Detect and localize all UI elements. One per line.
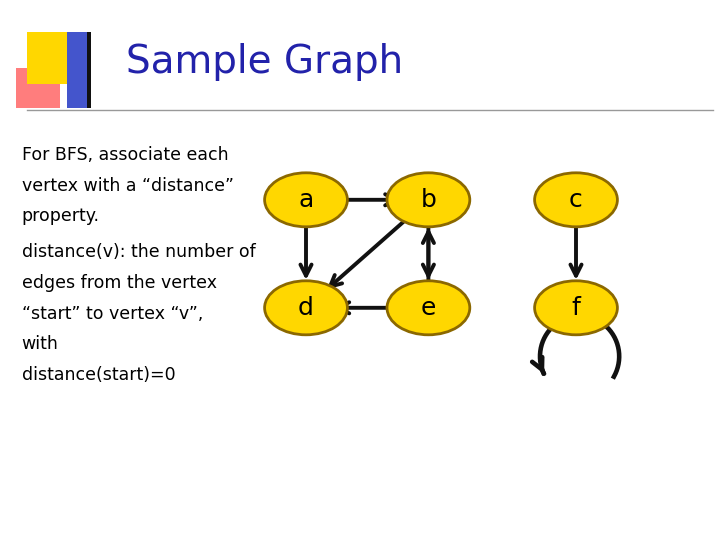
- Text: c: c: [569, 188, 583, 212]
- Ellipse shape: [534, 173, 618, 227]
- Ellipse shape: [387, 281, 469, 335]
- Ellipse shape: [534, 281, 618, 335]
- Ellipse shape: [387, 173, 469, 227]
- FancyBboxPatch shape: [27, 32, 72, 84]
- Text: b: b: [420, 188, 436, 212]
- Text: edges from the vertex: edges from the vertex: [22, 274, 217, 292]
- FancyBboxPatch shape: [16, 68, 60, 108]
- Text: “start” to vertex “v”,: “start” to vertex “v”,: [22, 305, 203, 322]
- Text: d: d: [298, 296, 314, 320]
- FancyBboxPatch shape: [67, 32, 89, 108]
- Text: distance(v): the number of: distance(v): the number of: [22, 243, 256, 261]
- Text: a: a: [298, 188, 314, 212]
- Ellipse shape: [265, 281, 348, 335]
- FancyBboxPatch shape: [87, 32, 91, 108]
- Text: distance(start)=0: distance(start)=0: [22, 366, 175, 384]
- Text: vertex with a “distance”: vertex with a “distance”: [22, 177, 233, 194]
- Text: f: f: [572, 296, 580, 320]
- Text: with: with: [22, 335, 58, 353]
- Ellipse shape: [265, 173, 348, 227]
- Text: Sample Graph: Sample Graph: [126, 43, 403, 81]
- Text: For BFS, associate each: For BFS, associate each: [22, 146, 228, 164]
- Text: e: e: [420, 296, 436, 320]
- Text: property.: property.: [22, 207, 99, 225]
